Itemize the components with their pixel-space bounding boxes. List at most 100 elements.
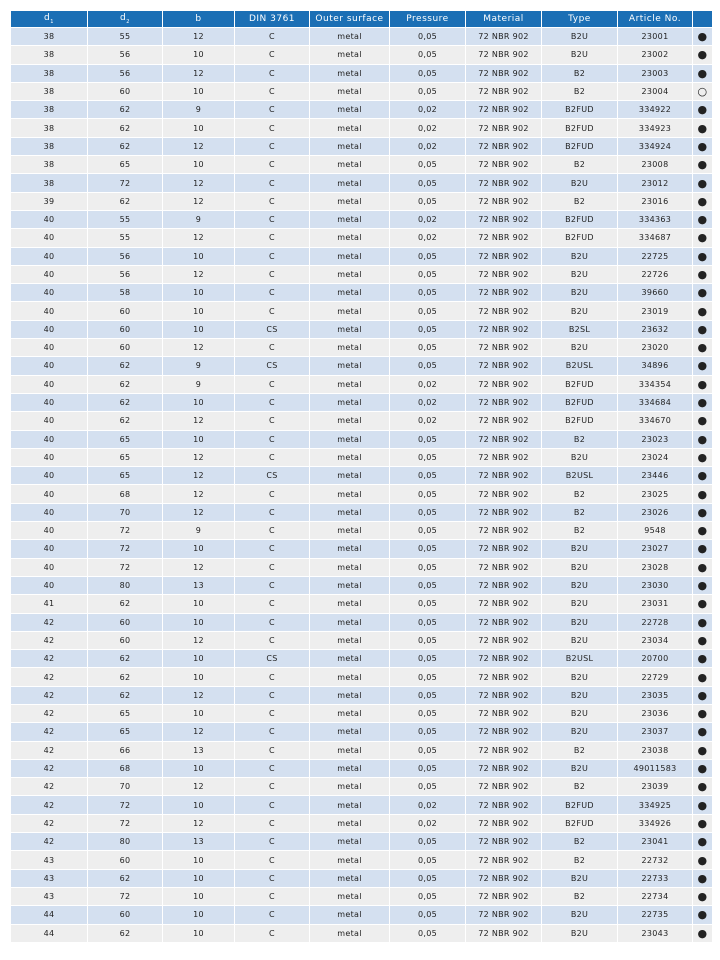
cell-article-no: 22726 bbox=[617, 264, 693, 285]
cell-d2: 70 bbox=[87, 777, 163, 797]
cell-type: B2FUD bbox=[541, 100, 618, 120]
cell-availability-icon: ● bbox=[692, 703, 713, 724]
cell-outer-surface: metal bbox=[309, 246, 390, 266]
cell-d1: 42 bbox=[10, 722, 88, 742]
cell-pressure: 0,02 bbox=[389, 411, 466, 431]
cell-article-no: 23031 bbox=[617, 594, 693, 614]
cell-b: 10 bbox=[162, 703, 235, 724]
cell-article-no: 23035 bbox=[617, 685, 693, 705]
cell-material: 72 NBR 902 bbox=[465, 173, 542, 193]
cell-b: 12 bbox=[162, 777, 235, 797]
cell-article-no: 23041 bbox=[617, 832, 693, 852]
cell-b: 12 bbox=[162, 484, 235, 504]
cell-availability-icon: ● bbox=[692, 539, 713, 559]
cell-din-3761: C bbox=[234, 228, 310, 248]
cell-d2: 56 bbox=[87, 246, 163, 266]
cell-pressure: 0,05 bbox=[389, 630, 466, 651]
cell-d1: 42 bbox=[10, 777, 88, 797]
cell-b: 10 bbox=[162, 392, 235, 413]
cell-d1: 43 bbox=[10, 886, 88, 907]
cell-article-no: 334684 bbox=[617, 392, 693, 413]
header-din: DIN 3761 bbox=[234, 10, 310, 28]
cell-d1: 43 bbox=[10, 850, 88, 870]
cell-outer-surface: metal bbox=[309, 118, 390, 138]
cell-availability-icon: ● bbox=[692, 173, 713, 193]
cell-material: 72 NBR 902 bbox=[465, 649, 542, 669]
cell-b: 10 bbox=[162, 283, 235, 303]
cell-pressure: 0,05 bbox=[389, 45, 466, 65]
cell-d2: 62 bbox=[87, 100, 163, 120]
cell-outer-surface: metal bbox=[309, 191, 390, 211]
cell-article-no: 23023 bbox=[617, 429, 693, 449]
cell-article-no: 22733 bbox=[617, 868, 693, 888]
cell-material: 72 NBR 902 bbox=[465, 466, 542, 486]
cell-availability-icon: ● bbox=[692, 612, 713, 632]
header-outer-surface: Outer surface bbox=[309, 10, 390, 28]
cell-din-3761: C bbox=[234, 557, 310, 577]
cell-din-3761: C bbox=[234, 667, 310, 687]
cell-material: 72 NBR 902 bbox=[465, 521, 542, 541]
cell-outer-surface: metal bbox=[309, 703, 390, 724]
cell-availability-icon: ● bbox=[692, 758, 713, 779]
cell-type: B2 bbox=[541, 63, 618, 83]
cell-din-3761: C bbox=[234, 502, 310, 523]
cell-b: 10 bbox=[162, 850, 235, 870]
cell-material: 72 NBR 902 bbox=[465, 557, 542, 577]
cell-d1: 42 bbox=[10, 758, 88, 779]
cell-b: 10 bbox=[162, 758, 235, 779]
cell-pressure: 0,02 bbox=[389, 118, 466, 138]
cell-availability-icon: ● bbox=[692, 136, 713, 157]
cell-article-no: 23012 bbox=[617, 173, 693, 193]
cell-d2: 80 bbox=[87, 832, 163, 852]
cell-b: 12 bbox=[162, 264, 235, 285]
cell-material: 72 NBR 902 bbox=[465, 136, 542, 157]
cell-material: 72 NBR 902 bbox=[465, 703, 542, 724]
cell-b: 10 bbox=[162, 923, 235, 943]
cell-din-3761: C bbox=[234, 832, 310, 852]
cell-d1: 40 bbox=[10, 429, 88, 449]
cell-type: B2 bbox=[541, 777, 618, 797]
cell-type: B2FUD bbox=[541, 374, 618, 394]
cell-pressure: 0,05 bbox=[389, 868, 466, 888]
cell-article-no: 22732 bbox=[617, 850, 693, 870]
cell-pressure: 0,05 bbox=[389, 81, 466, 102]
cell-d2: 60 bbox=[87, 905, 163, 925]
cell-availability-icon: ● bbox=[692, 502, 713, 523]
cell-din-3761: C bbox=[234, 338, 310, 358]
cell-d1: 42 bbox=[10, 612, 88, 632]
cell-d2: 62 bbox=[87, 411, 163, 431]
cell-type: B2FUD bbox=[541, 209, 618, 230]
cell-outer-surface: metal bbox=[309, 886, 390, 907]
cell-din-3761: C bbox=[234, 246, 310, 266]
cell-availability-icon: ● bbox=[692, 905, 713, 925]
cell-d1: 41 bbox=[10, 594, 88, 614]
cell-availability-icon: ● bbox=[692, 850, 713, 870]
cell-material: 72 NBR 902 bbox=[465, 905, 542, 925]
cell-pressure: 0,05 bbox=[389, 338, 466, 358]
cell-availability-icon: ● bbox=[692, 319, 713, 340]
cell-article-no: 23016 bbox=[617, 191, 693, 211]
cell-b: 9 bbox=[162, 209, 235, 230]
cell-article-no: 22725 bbox=[617, 246, 693, 266]
cell-d1: 42 bbox=[10, 630, 88, 651]
cell-din-3761: C bbox=[234, 100, 310, 120]
cell-article-no: 23020 bbox=[617, 338, 693, 358]
cell-din-3761: C bbox=[234, 264, 310, 285]
cell-d1: 40 bbox=[10, 246, 88, 266]
cell-outer-surface: metal bbox=[309, 429, 390, 449]
cell-d2: 60 bbox=[87, 81, 163, 102]
cell-din-3761: C bbox=[234, 722, 310, 742]
cell-din-3761: C bbox=[234, 191, 310, 211]
